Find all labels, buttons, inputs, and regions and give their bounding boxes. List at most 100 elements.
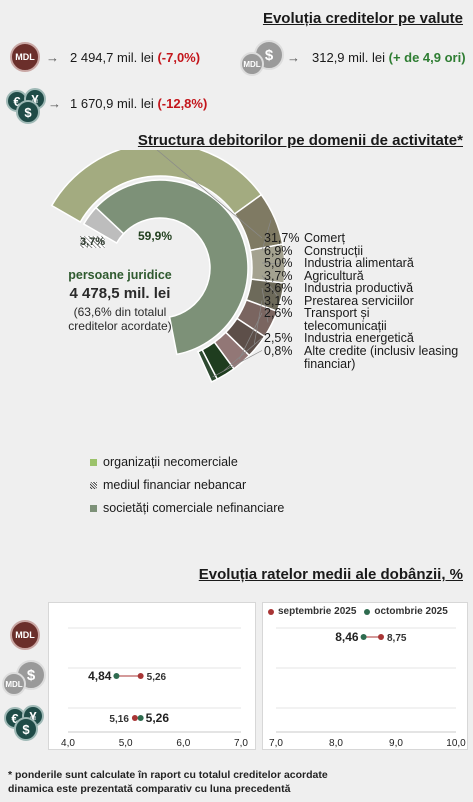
credits-title: Evoluția creditelor pe valute [262, 10, 463, 27]
donut-chart [50, 150, 286, 383]
sector-value: 2,6% [264, 306, 293, 320]
sector-value: 2,5% [264, 331, 293, 345]
arrow-icon: → [48, 96, 61, 111]
legend-item: mediul financiar nebancar [90, 478, 284, 492]
tick-label: 9,0 [389, 738, 403, 749]
mdl-credit-change: (-7,0%) [157, 50, 201, 65]
footnote-line2: dinamica este prezentată comparativ cu l… [8, 783, 291, 795]
value-label-sep: 8,75 [387, 633, 407, 644]
tick-label: 4,0 [61, 738, 75, 749]
tick-label: 7,0 [269, 738, 283, 749]
dollar-coin-icon: $ MDL [240, 40, 286, 78]
legend-sep-label: septembrie 2025 [278, 606, 357, 617]
footnote-line1: * ponderile sunt calculate în raport cu … [8, 769, 328, 781]
sector-value: 31,7% [264, 231, 300, 245]
sector-value: 3,6% [264, 281, 293, 295]
rates-panel-left [48, 602, 256, 750]
donut-slice [196, 348, 219, 383]
donut-center: persoane juridice 4 478,5 mil. lei (63,6… [60, 268, 180, 333]
sector-label: 2,6% Transport și telecomunicații [264, 307, 424, 333]
legend-swatch [90, 458, 97, 466]
tick-label: 6,0 [176, 738, 190, 749]
point-sep [137, 673, 144, 679]
eur-credit-value: 1 670,9 mil. lei [70, 96, 154, 111]
leader-line [261, 287, 269, 323]
sector-label: 6,9% Construcții [264, 243, 364, 258]
dollar-coin-icon: $ MDL [2, 660, 48, 698]
legend-item: organizații necomerciale [90, 455, 284, 469]
euro-yen-dollar-coins-icon: € ¥ $ [4, 705, 48, 741]
legend-sep-dot [268, 608, 274, 615]
sector-name: Industria productivă [304, 281, 414, 295]
center-amount: 4 478,5 mil. lei [69, 285, 171, 302]
point-sep [131, 715, 138, 721]
eur-credit-line: 1 670,9 mil. lei (-12,8%) [70, 96, 207, 111]
usd-credit-value: 312,9 mil. lei [312, 50, 385, 65]
legend-oct-label: octombrie 2025 [374, 606, 448, 617]
sector-label: 2,5% Industria energetică [264, 332, 414, 345]
sector-name: Agricultură [304, 268, 364, 283]
point-sep [378, 634, 384, 640]
legend-label: organizații necomerciale [103, 455, 238, 469]
sector-label: 3,6% Industria productivă [264, 282, 413, 295]
leader-line [223, 337, 263, 372]
usd-credit-change: (+ de 4,9 ori) [388, 50, 466, 65]
inner-ring-slice [94, 179, 249, 356]
sector-name: Comerț [304, 231, 345, 245]
sector-name: Transport și telecomunicații [304, 306, 387, 333]
inner-small-label: 3,7% [80, 236, 106, 248]
legend-swatch [90, 481, 97, 489]
mdl-coin-icon: MDL [10, 620, 40, 650]
center-note-line1: (63,6% din totalul [73, 305, 167, 319]
tick-label: 5,0 [119, 738, 133, 749]
mdl-credit-line: 2 494,7 mil. lei (-7,0%) [70, 50, 200, 65]
sector-value: 3,7% [264, 268, 293, 283]
leader-line [238, 312, 263, 360]
legend-label: societăți comerciale nefinanciare [103, 501, 285, 515]
value-label-oct: 8,46 [335, 630, 359, 644]
sector-name: Construcții [304, 243, 364, 258]
sector-label: 31,7% Comerț [264, 232, 345, 245]
sector-label: 3,7% Agricultură [264, 268, 364, 283]
value-label-sep: 5,26 [147, 672, 167, 683]
sector-name: Prestarea serviciilor [304, 293, 414, 308]
leader-line [212, 350, 263, 378]
sector-name: Industria alimentară [304, 256, 414, 270]
structure-title: Structura debitorilor pe domenii de acti… [137, 132, 463, 149]
sector-value: 0,8% [264, 343, 293, 358]
point-oct [113, 673, 120, 679]
legend-item: societăți comerciale nefinanciare [90, 501, 284, 515]
tick-label: 7,0 [234, 738, 248, 749]
value-label-oct: 4,84 [88, 669, 112, 683]
leader-line [261, 219, 272, 251]
sector-value: 5,0% [264, 256, 293, 270]
sector-label: 5,0% Industria alimentară [264, 257, 414, 270]
sector-name: Alte credite (inclusiv leasing financiar… [304, 343, 459, 371]
usd-credit-line: 312,9 mil. lei (+ de 4,9 ori) [312, 50, 466, 65]
sector-value: 6,9% [264, 243, 293, 258]
inner-large-label: 59,9% [138, 229, 173, 243]
legend-label: mediul financiar nebancar [103, 478, 247, 492]
rates-chart: 4,0 5,0 6,0 7,0 4,84 5,26 5,26 5,16 7,0 8,0 9,0 10,… [61, 627, 466, 749]
rates-panel-right [262, 602, 468, 750]
arrow-icon: → [46, 50, 59, 65]
rates-title: Evoluția ratelor medii ale dobânzii, % [198, 566, 463, 583]
leader-line [261, 275, 278, 297]
mdl-credit-value: 2 494,7 mil. lei [70, 50, 154, 65]
eur-credit-change: (-12,8%) [157, 96, 208, 111]
structure-legend: organizații necomerciale mediul financia… [90, 455, 284, 515]
rates-legend: septembrie 2025 octombrie 2025 [268, 606, 448, 617]
tick-label: 8,0 [329, 738, 343, 749]
leader-line [261, 262, 281, 265]
leader-line [156, 150, 263, 239]
center-note-line2: creditelor acordate) [68, 319, 172, 333]
center-title: persoane juridice [68, 268, 172, 282]
donut-hole [111, 219, 209, 317]
euro-yen-dollar-coins-icon: € ¥ $ [6, 88, 50, 124]
footnote: * ponderile sunt calculate în raport cu … [8, 768, 328, 796]
value-label-oct: 5,26 [146, 711, 170, 725]
point-oct [360, 634, 367, 640]
legend-swatch [90, 504, 97, 512]
mdl-coin-icon: MDL [10, 42, 40, 72]
legend-oct-dot [364, 608, 371, 615]
